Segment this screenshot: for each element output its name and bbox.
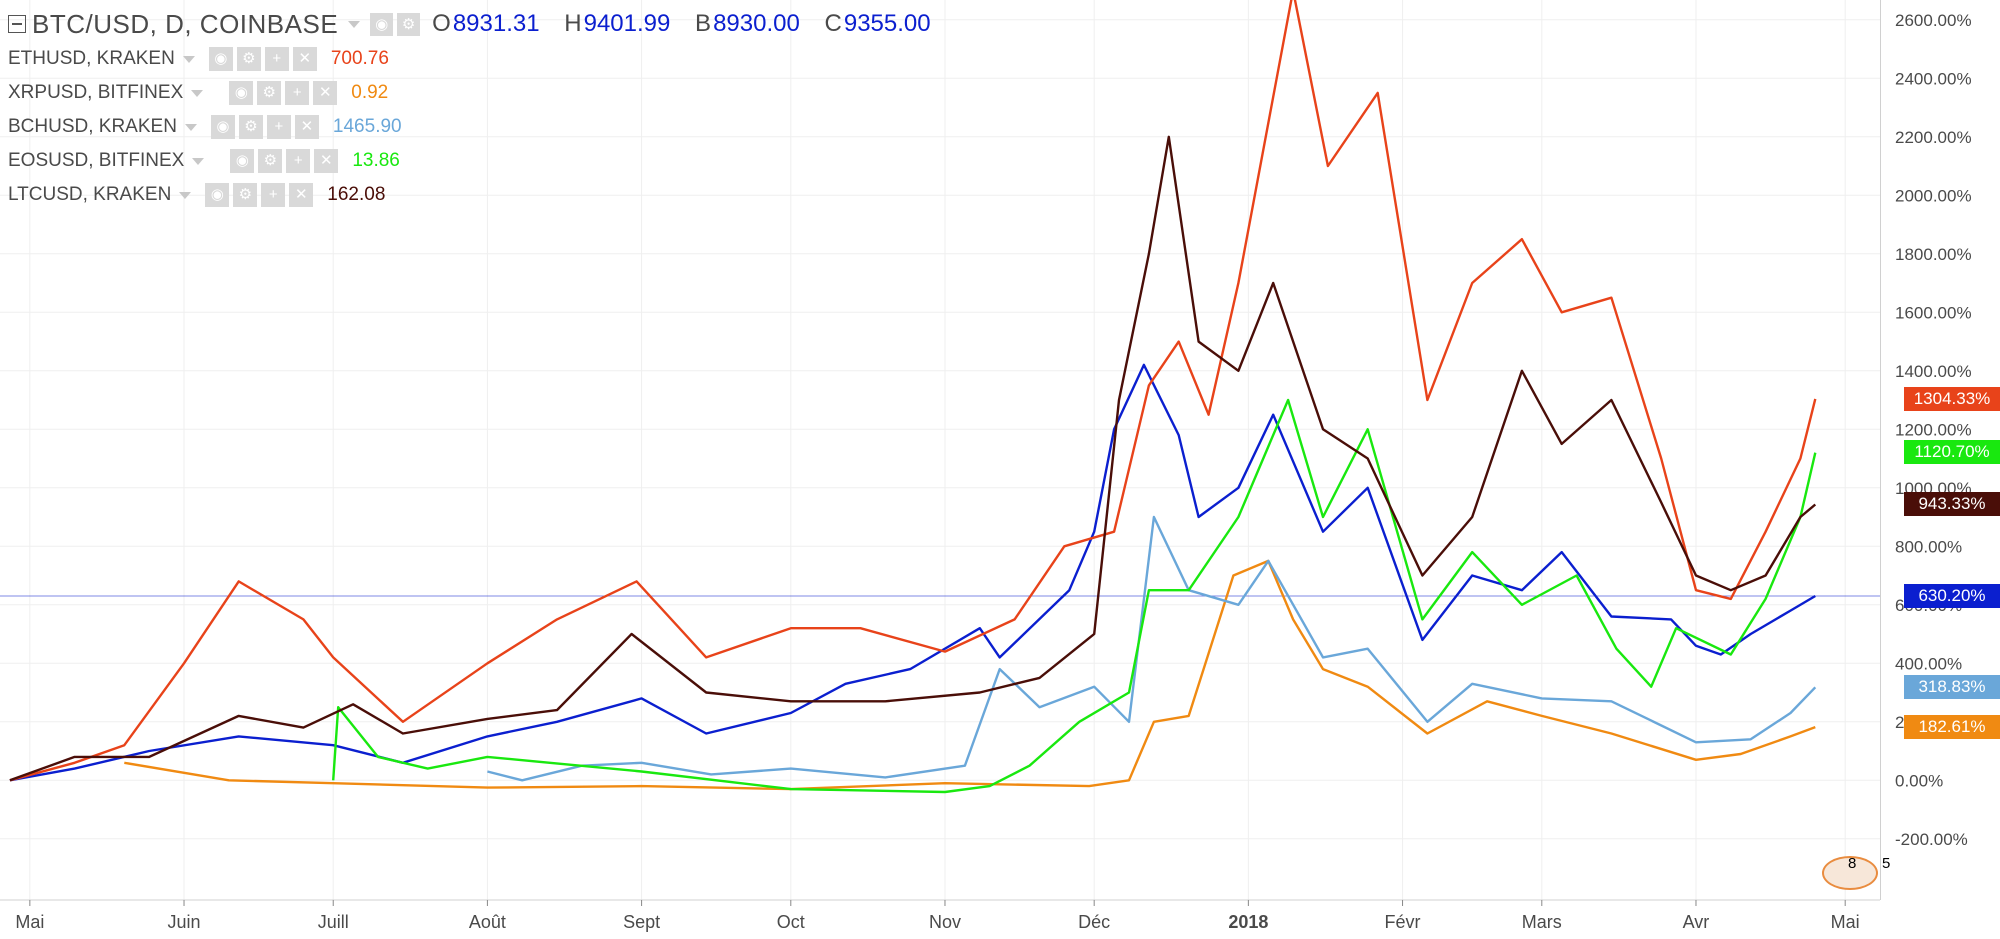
main-symbol[interactable]: BTC/USD, D, COINBASE <box>32 8 339 39</box>
ohlc-readout: O8931.31 H9401.99 B8930.00 C9355.00 <box>432 10 948 38</box>
close-icon[interactable]: ✕ <box>314 149 339 173</box>
comparison-value: 1465.90 <box>332 116 402 137</box>
x-tick-label: Mars <box>1522 912 1562 932</box>
plus-icon[interactable]: + <box>266 115 291 139</box>
gear-icon[interactable]: ⚙ <box>238 115 263 139</box>
x-tick-label: Juin <box>168 912 201 932</box>
last-value-label: 1120.70% <box>1904 440 2000 465</box>
comparison-value: 162.08 <box>327 184 386 205</box>
ohlc-bid: B8930.00 <box>695 10 800 37</box>
chevron-down-icon[interactable] <box>184 123 197 131</box>
series-line-ltcusd <box>9 135 1817 782</box>
gear-icon[interactable]: ⚙ <box>258 149 283 173</box>
chevron-down-icon[interactable] <box>182 55 195 63</box>
x-tick-label: 2018 <box>1228 912 1268 932</box>
y-tick-label: 2200.00% <box>1895 128 1972 147</box>
last-value-label: 182.61% <box>1904 714 2000 739</box>
y-tick-label: -200.00% <box>1895 830 1968 849</box>
x-tick-label: Avr <box>1683 912 1710 932</box>
close-icon[interactable]: ✕ <box>292 47 317 71</box>
x-tick-label: Juill <box>318 912 349 932</box>
x-tick-label: Sept <box>623 912 660 932</box>
y-tick-label: 2600.00% <box>1895 11 1972 30</box>
comparison-row: XRPUSD, BITFINEX ◉ ⚙ + ✕ 0.92 <box>8 76 949 110</box>
y-tick-label: 0.00% <box>1895 771 1943 790</box>
series-line-btcusd <box>9 363 1816 782</box>
grid <box>0 0 1880 900</box>
last-value-label: 318.83% <box>1904 675 2000 700</box>
y-tick-label: 1600.00% <box>1895 303 1972 322</box>
collapse-icon[interactable] <box>8 15 26 33</box>
comparison-value: 13.86 <box>352 150 400 171</box>
x-tick-label: Mai <box>1831 912 1860 932</box>
comparison-symbol[interactable]: LTCUSD, KRAKEN <box>8 184 172 205</box>
tradingview-flag-logo <box>1822 856 1878 890</box>
close-icon[interactable]: ✕ <box>313 81 338 105</box>
eye-icon[interactable]: ◉ <box>208 47 233 71</box>
comparison-row: EOSUSD, BITFINEX ◉ ⚙ + ✕ 13.86 <box>8 144 949 178</box>
eye-icon[interactable]: ◉ <box>229 81 254 105</box>
close-icon[interactable]: ✕ <box>294 115 319 139</box>
last-value-label: 1304.33% <box>1904 386 2000 411</box>
comparison-symbol[interactable]: EOSUSD, BITFINEX <box>8 150 185 171</box>
x-tick-label: Févr <box>1385 912 1421 932</box>
gear-icon[interactable]: ⚙ <box>236 47 261 71</box>
comparison-symbol[interactable]: ETHUSD, KRAKEN <box>8 48 175 69</box>
main-series-row: BTC/USD, D, COINBASE ◉ ⚙ O8931.31 H9401.… <box>8 6 949 42</box>
plus-icon[interactable]: + <box>261 183 286 207</box>
x-tick-label: Nov <box>929 912 961 932</box>
gear-icon[interactable]: ⚙ <box>257 81 282 105</box>
eye-icon[interactable]: ◉ <box>230 149 255 173</box>
logo-number-2: 5 <box>1882 855 1891 872</box>
series-line-eosusd <box>332 398 1817 794</box>
eye-icon[interactable]: ◉ <box>205 183 230 207</box>
comparison-row: ETHUSD, KRAKEN ◉ ⚙ + ✕ 700.76 <box>8 42 949 76</box>
comparison-row: BCHUSD, KRAKEN ◉ ⚙ + ✕ 1465.90 <box>8 110 949 144</box>
x-tick-label: Oct <box>777 912 805 932</box>
x-tick-label: Août <box>469 912 506 932</box>
comparison-row: LTCUSD, KRAKEN ◉ ⚙ + ✕ 162.08 <box>8 178 949 212</box>
plus-icon[interactable]: + <box>264 47 289 71</box>
last-value-label: 630.20% <box>1904 583 2000 608</box>
x-tick-label: Déc <box>1078 912 1110 932</box>
chevron-down-icon[interactable] <box>179 191 192 199</box>
chevron-down-icon[interactable] <box>192 157 205 165</box>
comparison-value: 700.76 <box>330 48 389 69</box>
series-line-xrpusd <box>124 559 1816 791</box>
eye-icon[interactable]: ◉ <box>370 12 394 36</box>
comparison-value: 0.92 <box>351 82 389 103</box>
plus-icon[interactable]: + <box>285 81 310 105</box>
y-tick-label: 2000.00% <box>1895 186 1972 205</box>
ohlc-open: O8931.31 <box>432 10 540 37</box>
x-axis: Mai Juin Juill Août Sept Oct Nov Déc 2018 Févr Mar… <box>0 899 1880 932</box>
comparison-symbol[interactable]: XRPUSD, BITFINEX <box>8 82 184 103</box>
legend: BTC/USD, D, COINBASE ◉ ⚙ O8931.31 H9401.… <box>8 6 949 212</box>
comparison-list: ETHUSD, KRAKEN ◉ ⚙ + ✕ 700.76 XRPUSD, BITFINEX… <box>8 42 949 212</box>
gear-icon[interactable]: ⚙ <box>233 183 258 207</box>
last-value-label: 943.33% <box>1904 492 2000 517</box>
ohlc-close: C9355.00 <box>824 10 931 37</box>
y-tick-label: 1400.00% <box>1895 362 1972 381</box>
series-line-bchusd <box>487 515 1817 782</box>
y-tick-label: 1800.00% <box>1895 245 1972 264</box>
chevron-down-icon[interactable] <box>191 89 204 97</box>
close-icon[interactable]: ✕ <box>289 183 314 207</box>
logo-number-1: 8 <box>1848 855 1857 872</box>
plus-icon[interactable]: + <box>286 149 311 173</box>
y-axis-border <box>1880 0 1881 900</box>
y-tick-label: 1200.00% <box>1895 420 1972 439</box>
gear-icon[interactable]: ⚙ <box>397 12 421 36</box>
y-tick-label: 400.00% <box>1895 654 1962 673</box>
series-group <box>9 0 1817 794</box>
comparison-symbol[interactable]: BCHUSD, KRAKEN <box>8 116 177 137</box>
y-tick-label: 800.00% <box>1895 537 1962 556</box>
x-tick-label: Mai <box>15 912 44 932</box>
y-tick-label: 2400.00% <box>1895 69 1972 88</box>
eye-icon[interactable]: ◉ <box>210 115 235 139</box>
chevron-down-icon[interactable] <box>348 20 361 28</box>
ohlc-high: H9401.99 <box>564 10 671 37</box>
series-line-ethusd <box>9 0 1817 782</box>
